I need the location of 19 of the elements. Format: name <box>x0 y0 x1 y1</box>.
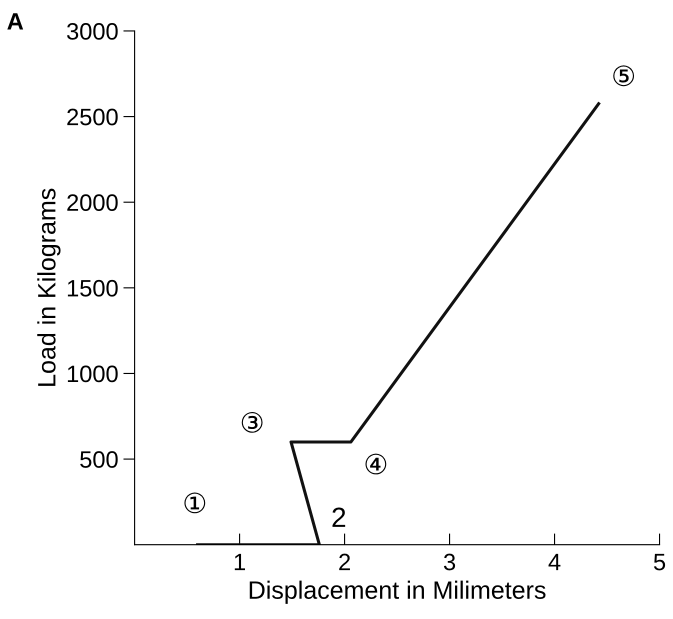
annotation: ① <box>184 492 206 514</box>
x-tick-label: 5 <box>654 554 666 570</box>
y-tick-label: 2500 <box>67 108 118 126</box>
y-tick-label: 2000 <box>67 194 118 211</box>
y-axis-title: Load in Kilograms <box>37 188 61 386</box>
annotation: ③ <box>242 412 263 433</box>
y-tick-label: 3000 <box>67 23 118 40</box>
annotation: 2 <box>332 508 346 527</box>
y-tick-label: 500 <box>80 451 118 468</box>
x-tick-label: 2 <box>339 554 350 570</box>
x-axis-title: Displacement in Milimeters <box>250 580 546 604</box>
y-tick-label: 1000 <box>68 366 118 382</box>
annotation: ⑤ <box>613 65 634 86</box>
x-tick-label: 1 <box>234 554 245 570</box>
y-tick-label: 1500 <box>68 280 118 297</box>
x-tick-label: 4 <box>548 554 560 570</box>
text: A <box>7 13 24 30</box>
annotation: ④ <box>365 454 386 474</box>
x-tick-label: 3 <box>444 554 456 570</box>
